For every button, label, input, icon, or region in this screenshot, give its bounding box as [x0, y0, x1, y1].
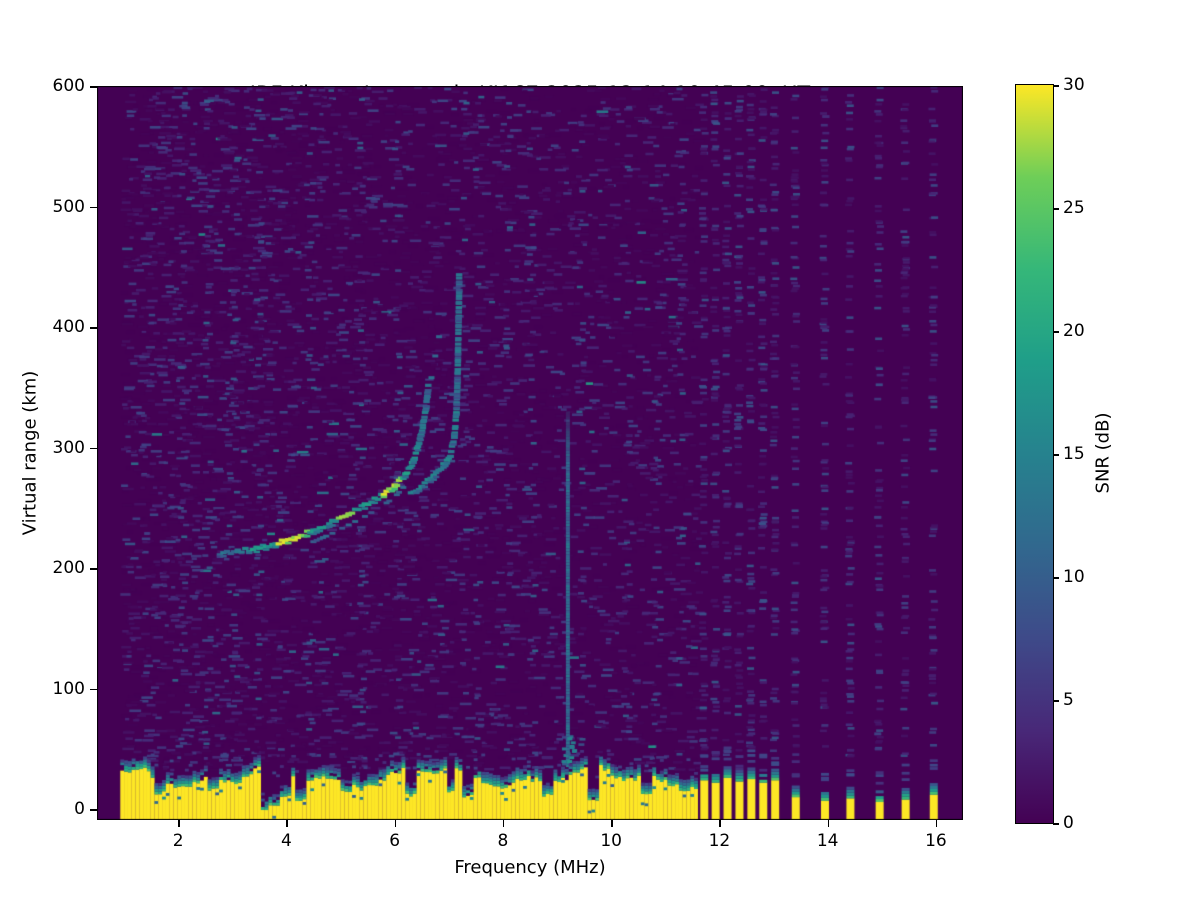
colorbar-tick	[1053, 823, 1059, 825]
colorbar-tick-label: 0	[1063, 813, 1074, 833]
y-tick-label: 400	[52, 317, 85, 338]
x-tick	[935, 820, 938, 827]
y-tick-label: 600	[52, 76, 85, 96]
x-tick-label: 6	[389, 831, 401, 851]
y-tick-label: 100	[52, 678, 85, 699]
y-tick-label: 300	[52, 437, 85, 458]
y-tick	[90, 447, 97, 450]
y-tick	[90, 568, 97, 570]
colorbar-tick	[1053, 577, 1059, 579]
colorbar-tick	[1053, 700, 1059, 702]
ionogram-heatmap	[97, 86, 963, 820]
y-tick-label: 0	[74, 799, 85, 820]
colorbar-tick	[1053, 85, 1059, 87]
colorbar-tick-label: 20	[1063, 321, 1085, 341]
colorbar-tick-label: 5	[1063, 690, 1074, 710]
y-tick-label: 200	[52, 558, 85, 579]
colorbar-tick-label: 15	[1063, 444, 1085, 464]
x-tick	[827, 820, 830, 827]
x-tick	[178, 820, 180, 827]
x-tick-label: 2	[172, 831, 184, 851]
x-tick-label: 14	[816, 831, 839, 851]
colorbar-tick	[1053, 208, 1059, 210]
x-tick	[611, 820, 613, 827]
x-tick-label: 12	[708, 831, 731, 851]
y-tick	[90, 688, 97, 691]
x-tick	[286, 820, 288, 827]
y-tick	[90, 809, 97, 811]
x-axis-title: Frequency (MHz)	[454, 857, 606, 878]
colorbar-tick-label: 25	[1063, 198, 1085, 218]
x-tick	[394, 820, 397, 827]
y-tick	[90, 327, 97, 329]
colorbar-tick-label: 30	[1063, 75, 1085, 95]
x-tick	[502, 820, 505, 827]
y-tick-label: 500	[52, 196, 85, 217]
colorbar-tick	[1053, 454, 1059, 456]
colorbar-tick-label: 10	[1063, 567, 1085, 587]
colorbar-tick	[1053, 331, 1059, 333]
x-tick-label: 4	[281, 831, 292, 851]
colorbar	[1015, 84, 1054, 824]
x-tick	[719, 820, 721, 827]
x-tick-label: 8	[497, 831, 509, 851]
x-tick-label: 16	[925, 831, 947, 851]
x-tick-label: 10	[600, 831, 622, 851]
y-tick	[90, 86, 97, 88]
y-tick	[90, 206, 97, 209]
